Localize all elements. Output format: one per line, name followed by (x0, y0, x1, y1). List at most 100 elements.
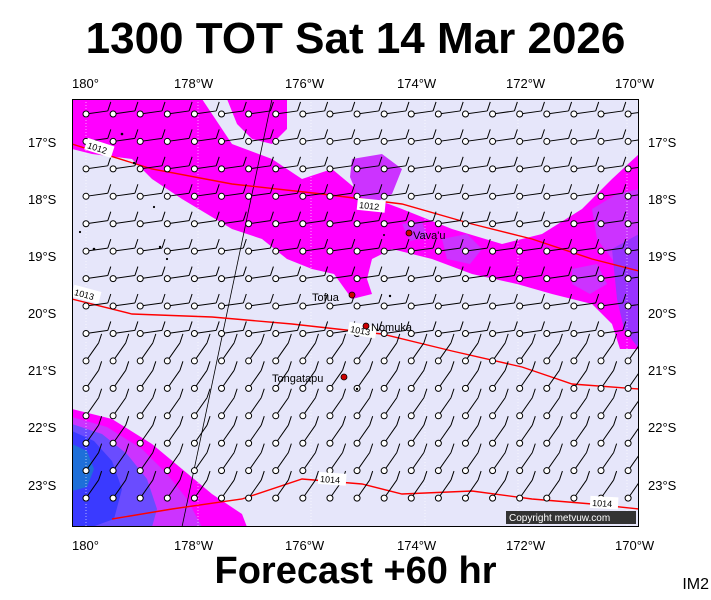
wind-barb (109, 361, 130, 392)
wind-barb (380, 333, 401, 365)
wind-barb (353, 184, 383, 200)
lat-label-right: 20°S (648, 306, 677, 321)
wind-barb (570, 388, 590, 420)
wind-barb (543, 361, 563, 392)
wind-barb (218, 333, 238, 365)
wind-barb (218, 238, 247, 255)
wind-barb (326, 129, 356, 145)
wind-barb (570, 333, 590, 365)
wind-barb (299, 361, 319, 392)
wind-barb (245, 333, 265, 365)
wind-barb (489, 238, 518, 255)
wind-barb (218, 388, 238, 420)
wind-barb (489, 184, 518, 200)
lat-label-right: 19°S (648, 249, 677, 264)
wind-barb (407, 184, 437, 200)
wind-barb (516, 470, 536, 502)
wind-barb (570, 361, 590, 392)
wind-barb (353, 443, 374, 475)
wind-barb (82, 156, 112, 173)
wind-barb (82, 361, 103, 392)
wind-barb (543, 416, 563, 447)
wind-barb (461, 333, 482, 365)
wind-barb (190, 156, 220, 173)
wind-barb (597, 416, 618, 447)
wind-barb (218, 101, 247, 118)
wind-barb (570, 156, 600, 173)
wind-barb (218, 443, 238, 475)
wind-barb (245, 101, 274, 118)
wind-barb (489, 333, 509, 365)
wind-barb (326, 361, 347, 392)
wind-barb (434, 443, 455, 475)
wind-barb (299, 416, 319, 447)
wind-barb (434, 321, 464, 337)
wind-barb (624, 192, 639, 200)
wind-barb (326, 238, 356, 255)
isobar-label: 1012 (356, 197, 386, 213)
wind-barb (353, 416, 374, 447)
wind-barb (163, 333, 184, 365)
wind-barb (190, 321, 220, 337)
lat-label-left: 21°S (28, 363, 57, 378)
wind-barb (299, 470, 319, 502)
wind-barb (516, 266, 545, 283)
wind-barb (434, 238, 464, 255)
svg-text:Nomuka: Nomuka (371, 322, 413, 334)
map-frame (72, 99, 639, 527)
wind-barb (570, 416, 590, 447)
wind-barb (245, 129, 274, 145)
wind-barb (245, 416, 265, 447)
wind-barb (624, 220, 639, 228)
wind-barb (218, 361, 238, 392)
wind-barb (109, 211, 139, 228)
wind-barb (516, 321, 545, 337)
wind-barb (136, 266, 166, 283)
wind-barb (434, 211, 464, 228)
wind-barb (380, 266, 410, 283)
svg-text:Vava'u: Vava'u (413, 230, 445, 242)
wind-barb (136, 361, 157, 392)
wind-barb (218, 470, 238, 502)
wind-barb (597, 333, 618, 365)
wind-barb (597, 129, 627, 145)
wind-barb (353, 333, 374, 365)
wind-barb (272, 184, 301, 200)
wind-barb (516, 388, 536, 420)
wind-barb (407, 101, 437, 118)
wind-barb (570, 211, 600, 228)
svg-text:1014: 1014 (592, 498, 613, 509)
wind-barb (543, 101, 573, 118)
wind-barb (163, 416, 184, 447)
wind-barb (299, 156, 329, 173)
wind-barb (624, 329, 639, 337)
wind-barb (380, 416, 401, 447)
wind-barb (434, 470, 455, 502)
wind-barb (272, 211, 301, 228)
wind-barb (163, 388, 184, 420)
wind-barb (272, 266, 301, 283)
product-code: IM2 (682, 576, 709, 593)
wind-barb (407, 416, 428, 447)
wind-barb (624, 110, 639, 118)
wind-barb (597, 321, 627, 337)
wind-barb (543, 211, 573, 228)
wind-barb (136, 211, 166, 228)
wind-barb (461, 293, 491, 310)
wind-barb (136, 333, 157, 365)
wind-barb (190, 443, 211, 475)
wind-barb (218, 266, 247, 283)
forecast-hours: Forecast +60 hr (214, 550, 497, 592)
lat-label-right: 22°S (648, 420, 677, 435)
wind-barb (163, 101, 193, 118)
wind-barb (380, 238, 410, 255)
wind-barb (136, 470, 157, 502)
wind-barb (190, 211, 220, 228)
lat-label-left: 19°S (28, 249, 57, 264)
wind-barb (570, 184, 600, 200)
wind-barb (516, 101, 545, 118)
wind-barb (163, 293, 193, 310)
wind-barb (136, 443, 157, 475)
wind-barb (353, 129, 383, 145)
wind-barb (516, 156, 545, 173)
